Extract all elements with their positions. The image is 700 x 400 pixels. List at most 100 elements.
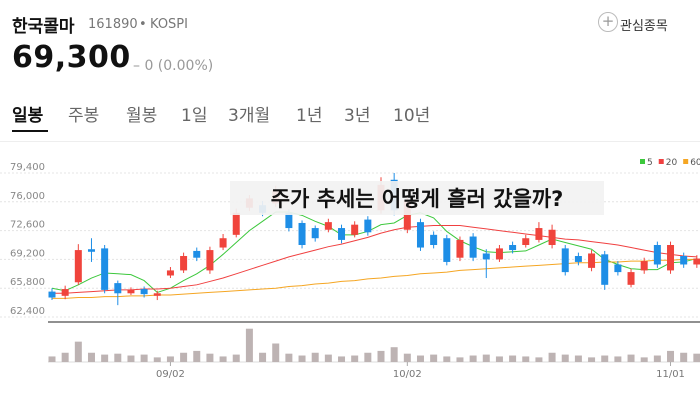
price: 69,300: [12, 40, 131, 75]
candle-body: [153, 293, 161, 296]
volume-bar: [588, 357, 596, 362]
volume-bar: [390, 347, 398, 362]
volume-bar: [548, 352, 556, 362]
period-tab[interactable]: 1일: [181, 106, 208, 126]
volume-bar: [180, 352, 188, 362]
tab-underline: [12, 130, 48, 132]
candle-body: [535, 228, 543, 240]
annotation-bg: [230, 181, 604, 215]
volume-bar: [259, 352, 267, 362]
x-tick-label: 09/02: [156, 369, 185, 380]
candle-body: [495, 248, 503, 260]
candle-body: [561, 248, 569, 273]
volume-bar: [535, 357, 543, 362]
volume-bar: [166, 356, 174, 362]
volume-bar: [298, 355, 306, 362]
volume-bar: [574, 355, 582, 362]
market: KOSPI: [150, 17, 188, 32]
candle-body: [193, 250, 201, 258]
candle-body: [522, 238, 530, 245]
period-tab[interactable]: 10년: [393, 106, 431, 126]
candle-body: [667, 245, 675, 271]
moving-average-line: [51, 211, 697, 293]
candle-body: [627, 272, 635, 285]
volume-bar: [193, 350, 201, 362]
y-tick-label: 79,400: [10, 162, 45, 173]
volume-bar: [561, 354, 569, 362]
volume-bar: [443, 356, 451, 362]
candle-body: [416, 222, 424, 248]
volume-bar: [324, 354, 332, 362]
annotation: 주가 추세는 어떻게 흘러 갔을까?: [271, 187, 564, 211]
candle-body: [693, 258, 700, 265]
volume-bar: [219, 356, 227, 362]
x-tick-label: 11/01: [656, 369, 685, 380]
volume-bar: [48, 356, 56, 362]
y-tick-label: 72,600: [10, 220, 45, 231]
candle-body: [601, 254, 609, 285]
volume-bar: [377, 350, 385, 362]
volume-bar: [101, 354, 109, 362]
candle-body: [324, 222, 332, 230]
volume-bar: [87, 352, 95, 362]
volume-bar: [338, 356, 346, 362]
candle-body: [456, 239, 464, 258]
stock-name: 한국콜마: [12, 17, 75, 37]
volume-bar: [601, 355, 609, 362]
candle-body: [364, 219, 372, 233]
candle-body: [140, 289, 148, 295]
period-tab[interactable]: 3개월: [228, 106, 271, 126]
candle-body: [509, 245, 517, 251]
candle-body: [430, 234, 438, 245]
volume-bar: [127, 355, 135, 362]
candle-body: [127, 289, 135, 294]
legend-label: 5: [647, 158, 653, 168]
volume-bar: [403, 353, 411, 362]
candle-body: [180, 256, 188, 271]
candle-body: [101, 248, 109, 290]
candle-body: [443, 238, 451, 262]
candle-body: [232, 212, 240, 235]
divider: [0, 141, 700, 142]
candle-body: [48, 291, 56, 298]
period-tab[interactable]: 1년: [296, 106, 323, 126]
volume-bar: [114, 353, 122, 362]
candle-body: [351, 224, 359, 235]
candle-body: [166, 270, 174, 276]
candle-body: [206, 250, 214, 271]
volume-bar: [364, 352, 372, 362]
volume-bar: [206, 353, 214, 362]
volume-bar: [640, 357, 648, 362]
candle-body: [614, 264, 622, 273]
period-tab[interactable]: 월봉: [126, 106, 158, 126]
legend-swatch: [640, 159, 645, 164]
volume-bar: [416, 355, 424, 362]
price-change: – 0 (0.00%): [133, 58, 214, 74]
volume-bar: [311, 352, 319, 362]
volume-bar: [522, 356, 530, 362]
volume-bar: [469, 355, 477, 362]
candle-body: [469, 236, 477, 258]
volume-bar: [495, 356, 503, 362]
volume-bar: [430, 354, 438, 362]
volume-bar: [351, 355, 359, 362]
y-tick-label: 69,200: [10, 248, 45, 259]
x-tick-label: 10/02: [393, 369, 422, 380]
period-tab[interactable]: 3년: [344, 106, 371, 126]
watch-icon[interactable]: +: [598, 12, 618, 32]
period-tab[interactable]: 주봉: [68, 106, 100, 126]
candle-body: [548, 229, 556, 245]
period-tab[interactable]: 일봉: [12, 106, 44, 126]
candle-body: [219, 238, 227, 248]
watch-button[interactable]: 관심종목: [620, 19, 668, 34]
volume-bar: [456, 357, 464, 362]
candle-body: [574, 256, 582, 262]
candle-body: [680, 256, 688, 265]
candle-body: [653, 245, 661, 265]
candle-body: [114, 283, 122, 294]
volume-bar: [245, 328, 253, 362]
volume-bar: [153, 357, 161, 362]
candle-body: [338, 228, 346, 240]
